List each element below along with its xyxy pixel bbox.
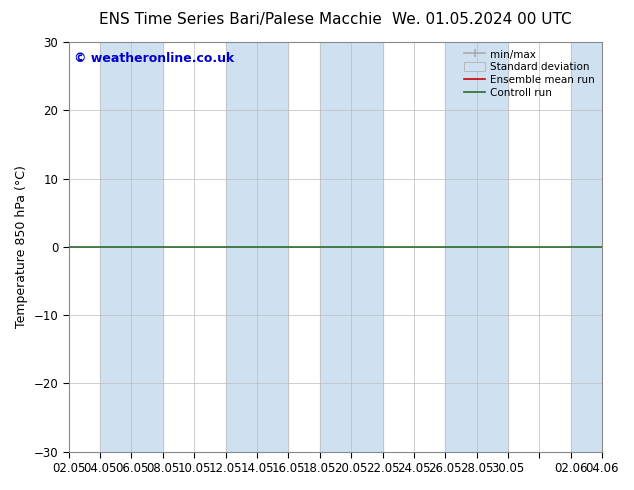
Text: © weatheronline.co.uk: © weatheronline.co.uk	[74, 52, 235, 65]
Bar	[445, 42, 508, 452]
Text: We. 01.05.2024 00 UTC: We. 01.05.2024 00 UTC	[392, 12, 572, 27]
Bar	[100, 42, 163, 452]
Bar	[226, 42, 288, 452]
Y-axis label: Temperature 850 hPa (°C): Temperature 850 hPa (°C)	[15, 166, 28, 328]
Legend: min/max, Standard deviation, Ensemble mean run, Controll run: min/max, Standard deviation, Ensemble me…	[462, 47, 597, 100]
Bar	[320, 42, 382, 452]
Bar	[571, 42, 618, 452]
Text: ENS Time Series Bari/Palese Macchie: ENS Time Series Bari/Palese Macchie	[100, 12, 382, 27]
